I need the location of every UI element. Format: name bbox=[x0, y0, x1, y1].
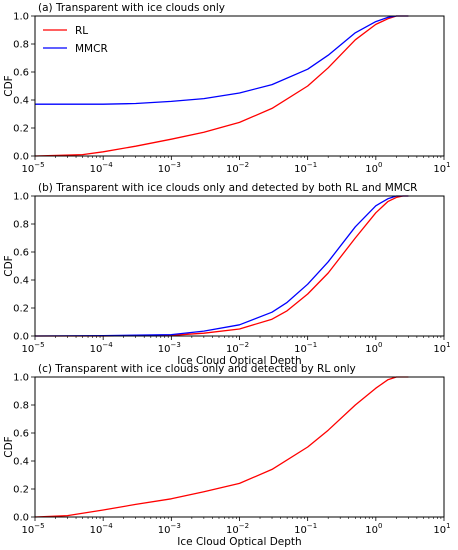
x-tick-label: 10−4 bbox=[90, 341, 114, 355]
y-tick-label: 0.4 bbox=[13, 457, 29, 468]
plot-frame bbox=[34, 15, 445, 157]
x-tick-label: 10−4 bbox=[90, 522, 114, 536]
series-line-mmcr bbox=[34, 195, 409, 337]
x-tick-label: 10−4 bbox=[90, 161, 114, 175]
y-tick-label: 0.2 bbox=[13, 124, 29, 135]
y-axis-label: CDF bbox=[3, 436, 15, 457]
x-tick-label: 10−2 bbox=[226, 522, 249, 536]
y-tick-label: 0.0 bbox=[13, 152, 29, 163]
x-tick-label: 10−1 bbox=[294, 522, 317, 536]
y-tick-label: 0.8 bbox=[13, 220, 29, 231]
x-tick-label: 10−1 bbox=[294, 161, 317, 175]
x-tick-label: 10−2 bbox=[226, 341, 249, 355]
x-axis-label: Ice Cloud Optical Depth bbox=[177, 355, 301, 367]
y-tick-label: 1.0 bbox=[13, 12, 29, 23]
y-tick-label: 1.0 bbox=[13, 373, 29, 384]
plot-frame bbox=[34, 195, 445, 337]
y-tick-label: 0.8 bbox=[13, 401, 29, 412]
series-line-mmcr bbox=[35, 15, 409, 105]
y-tick-label: 0.4 bbox=[13, 96, 29, 107]
x-tick-label: 101 bbox=[433, 161, 450, 175]
chart-title: (b) Transparent with ice clouds only and… bbox=[38, 182, 417, 194]
x-tick-label: 10−1 bbox=[294, 341, 317, 355]
y-tick-label: 0.0 bbox=[13, 513, 29, 524]
x-tick-label: 10−5 bbox=[21, 161, 44, 175]
x-tick-label: 10−3 bbox=[158, 161, 181, 175]
chart-panel-3: (c) Transparent with ice clouds only and… bbox=[3, 363, 451, 548]
y-tick-label: 0.6 bbox=[13, 248, 29, 259]
y-tick-label: 0.6 bbox=[13, 68, 29, 79]
y-tick-label: 0.8 bbox=[13, 40, 29, 51]
legend: RL MMCR bbox=[43, 25, 108, 55]
chart-panel-2: (b) Transparent with ice clouds only and… bbox=[3, 182, 451, 367]
chart-panel-1: (a) Transparent with ice clouds onlyCDF0… bbox=[3, 2, 451, 175]
x-tick-label: 10−2 bbox=[226, 161, 249, 175]
x-tick-label: 10−5 bbox=[21, 341, 44, 355]
x-tick-label: 100 bbox=[365, 522, 382, 536]
x-tick-label: 100 bbox=[365, 341, 382, 355]
x-tick-label: 100 bbox=[365, 161, 382, 175]
y-tick-label: 1.0 bbox=[13, 192, 29, 203]
x-tick-label: 10−3 bbox=[158, 341, 181, 355]
series-line-rl bbox=[35, 195, 409, 337]
series-line-rl bbox=[34, 376, 409, 518]
series-line-rl bbox=[34, 15, 409, 157]
y-tick-label: 0.6 bbox=[13, 429, 29, 440]
chart-title: (a) Transparent with ice clouds only bbox=[38, 2, 225, 14]
y-tick-label: 0.4 bbox=[13, 276, 29, 287]
legend-label: RL bbox=[75, 25, 88, 37]
y-axis-label: CDF bbox=[3, 255, 15, 276]
y-tick-label: 0.2 bbox=[13, 485, 29, 496]
x-tick-label: 10−5 bbox=[21, 522, 44, 536]
x-tick-label: 10−3 bbox=[158, 522, 181, 536]
y-tick-label: 0.2 bbox=[13, 304, 29, 315]
x-tick-label: 101 bbox=[433, 522, 450, 536]
y-tick-label: 0.0 bbox=[13, 332, 29, 343]
x-axis-label: Ice Cloud Optical Depth bbox=[177, 536, 301, 548]
plot-frame bbox=[34, 376, 445, 518]
x-tick-label: 101 bbox=[433, 341, 450, 355]
y-axis-label: CDF bbox=[3, 75, 15, 96]
legend-label: MMCR bbox=[75, 43, 108, 55]
chart-title: (c) Transparent with ice clouds only and… bbox=[38, 363, 356, 375]
